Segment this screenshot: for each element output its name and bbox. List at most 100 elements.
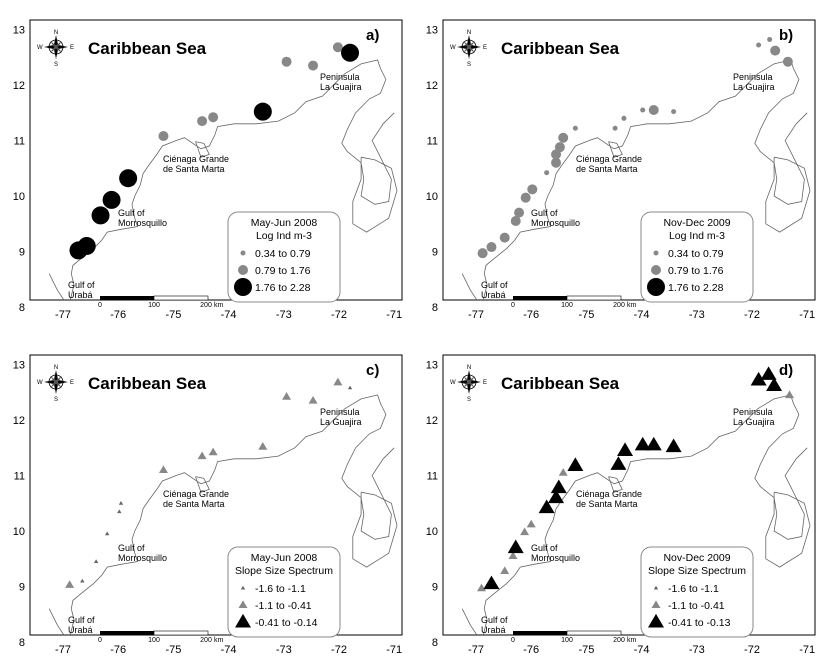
sample-points	[477, 36, 793, 259]
map-panel-c: -77 -76 -75 -74 -73 -72 -71 8 9 10 11 12 13 N S E W Carib…	[13, 354, 403, 656]
x-tick-label: -73	[689, 309, 705, 321]
sample-point	[208, 447, 218, 456]
sample-point	[158, 465, 168, 474]
sample-point	[341, 43, 360, 62]
compass-s-label: S	[54, 397, 58, 403]
y-tick-label: 8	[432, 302, 438, 314]
legend-item-label: -1.1 to -0.41	[668, 600, 725, 612]
sample-point	[645, 436, 662, 451]
compass-w-label: W	[450, 380, 456, 386]
legend-subtitle: Slope Size Spectrum	[235, 565, 333, 577]
sample-point	[253, 102, 272, 121]
sample-point	[80, 578, 85, 583]
place-label-morrosquillo: Morrosquillo	[118, 218, 167, 228]
x-tick-label: -76	[110, 644, 126, 656]
sample-point	[333, 377, 343, 386]
sample-point	[486, 242, 497, 253]
panel-letter: d)	[779, 362, 793, 379]
compass-n-label: N	[54, 365, 58, 371]
svg-text:200: 200	[613, 302, 625, 309]
legend-symbol	[651, 600, 661, 609]
sample-point	[526, 519, 536, 528]
place-label-cienaga: Ciénaga Grande	[163, 489, 229, 499]
y-tick-label: 9	[19, 247, 25, 259]
sample-point	[197, 451, 207, 460]
sample-point	[282, 392, 292, 400]
y-tick-label: 9	[432, 582, 438, 594]
y-tick-label: 10	[13, 526, 25, 538]
x-tick-label: -72	[331, 309, 347, 321]
sample-point	[756, 42, 762, 48]
y-tick-label: 12	[13, 415, 25, 427]
x-tick-label: -74	[634, 644, 650, 656]
place-label-morrosquillo: Gulf of	[531, 543, 558, 553]
x-tick-label: -74	[221, 644, 237, 656]
place-label-morrosquillo: Gulf of	[118, 208, 145, 218]
sample-point	[634, 436, 651, 451]
sample-point	[612, 125, 618, 131]
x-tick-label: -72	[331, 644, 347, 656]
scale-bar: 0 100 200 km	[511, 295, 637, 309]
svg-text:0: 0	[98, 637, 102, 644]
coastline	[48, 394, 398, 635]
x-tick-label: -77	[468, 309, 484, 321]
y-tick-label: 11	[14, 136, 25, 148]
sample-point	[671, 109, 677, 115]
svg-text:km: km	[214, 302, 224, 309]
place-label-peninsula: Peninsula	[320, 72, 360, 82]
x-tick-label: -76	[110, 309, 126, 321]
y-tick-label: 10	[426, 526, 438, 538]
compass-s-label: S	[54, 62, 58, 68]
y-tick-label: 12	[426, 415, 438, 427]
y-tick-label: 13	[13, 360, 25, 372]
legend-symbol	[235, 613, 251, 628]
sample-point	[477, 583, 487, 592]
sample-point	[118, 501, 124, 505]
place-label-morrosquillo: Gulf of	[118, 543, 145, 553]
sample-point	[554, 142, 565, 153]
scale-bar: 0 100 200 km	[98, 295, 224, 309]
x-tick-label: -73	[276, 644, 292, 656]
sample-point	[621, 115, 627, 121]
place-label-cienaga: de Santa Marta	[163, 164, 225, 174]
svg-text:km: km	[627, 302, 637, 309]
y-tick-label: 10	[426, 191, 438, 203]
place-label-peninsula: La Guajira	[733, 82, 775, 92]
legend-symbol	[240, 250, 246, 256]
legend-symbol	[651, 265, 661, 275]
compass-s-label: S	[467, 397, 471, 403]
place-label-cienaga: de Santa Marta	[576, 499, 638, 509]
compass-rose-icon: N S E W	[450, 30, 487, 68]
svg-text:km: km	[214, 637, 224, 644]
svg-text:100: 100	[561, 302, 573, 309]
place-label-morrosquillo: Morrosquillo	[531, 553, 580, 563]
svg-text:100: 100	[561, 637, 573, 644]
x-tick-label: -76	[523, 309, 539, 321]
y-tick-label: 8	[19, 302, 25, 314]
legend-subtitle: Slope Size Spectrum	[648, 565, 746, 577]
sample-point	[104, 531, 110, 536]
compass-w-label: W	[37, 45, 43, 51]
svg-text:100: 100	[148, 637, 160, 644]
legend-title: May-Jun 2008	[251, 552, 318, 564]
y-tick-label: 11	[427, 471, 438, 483]
sample-point	[499, 232, 510, 243]
y-tick-label: 10	[13, 191, 25, 203]
y-tick-label: 8	[432, 637, 438, 649]
place-label-peninsula: La Guajira	[320, 417, 362, 427]
sample-point	[117, 509, 122, 514]
sample-point	[551, 157, 562, 168]
y-tick-label: 11	[14, 471, 25, 483]
sample-point	[544, 170, 550, 176]
compass-n-label: N	[467, 30, 471, 36]
sample-point	[77, 236, 96, 255]
sample-point	[477, 248, 488, 259]
x-tick-label: -75	[578, 309, 594, 321]
sample-point	[308, 395, 318, 404]
sample-point	[767, 36, 773, 42]
sample-point	[760, 366, 777, 380]
place-label-peninsula: La Guajira	[320, 82, 362, 92]
